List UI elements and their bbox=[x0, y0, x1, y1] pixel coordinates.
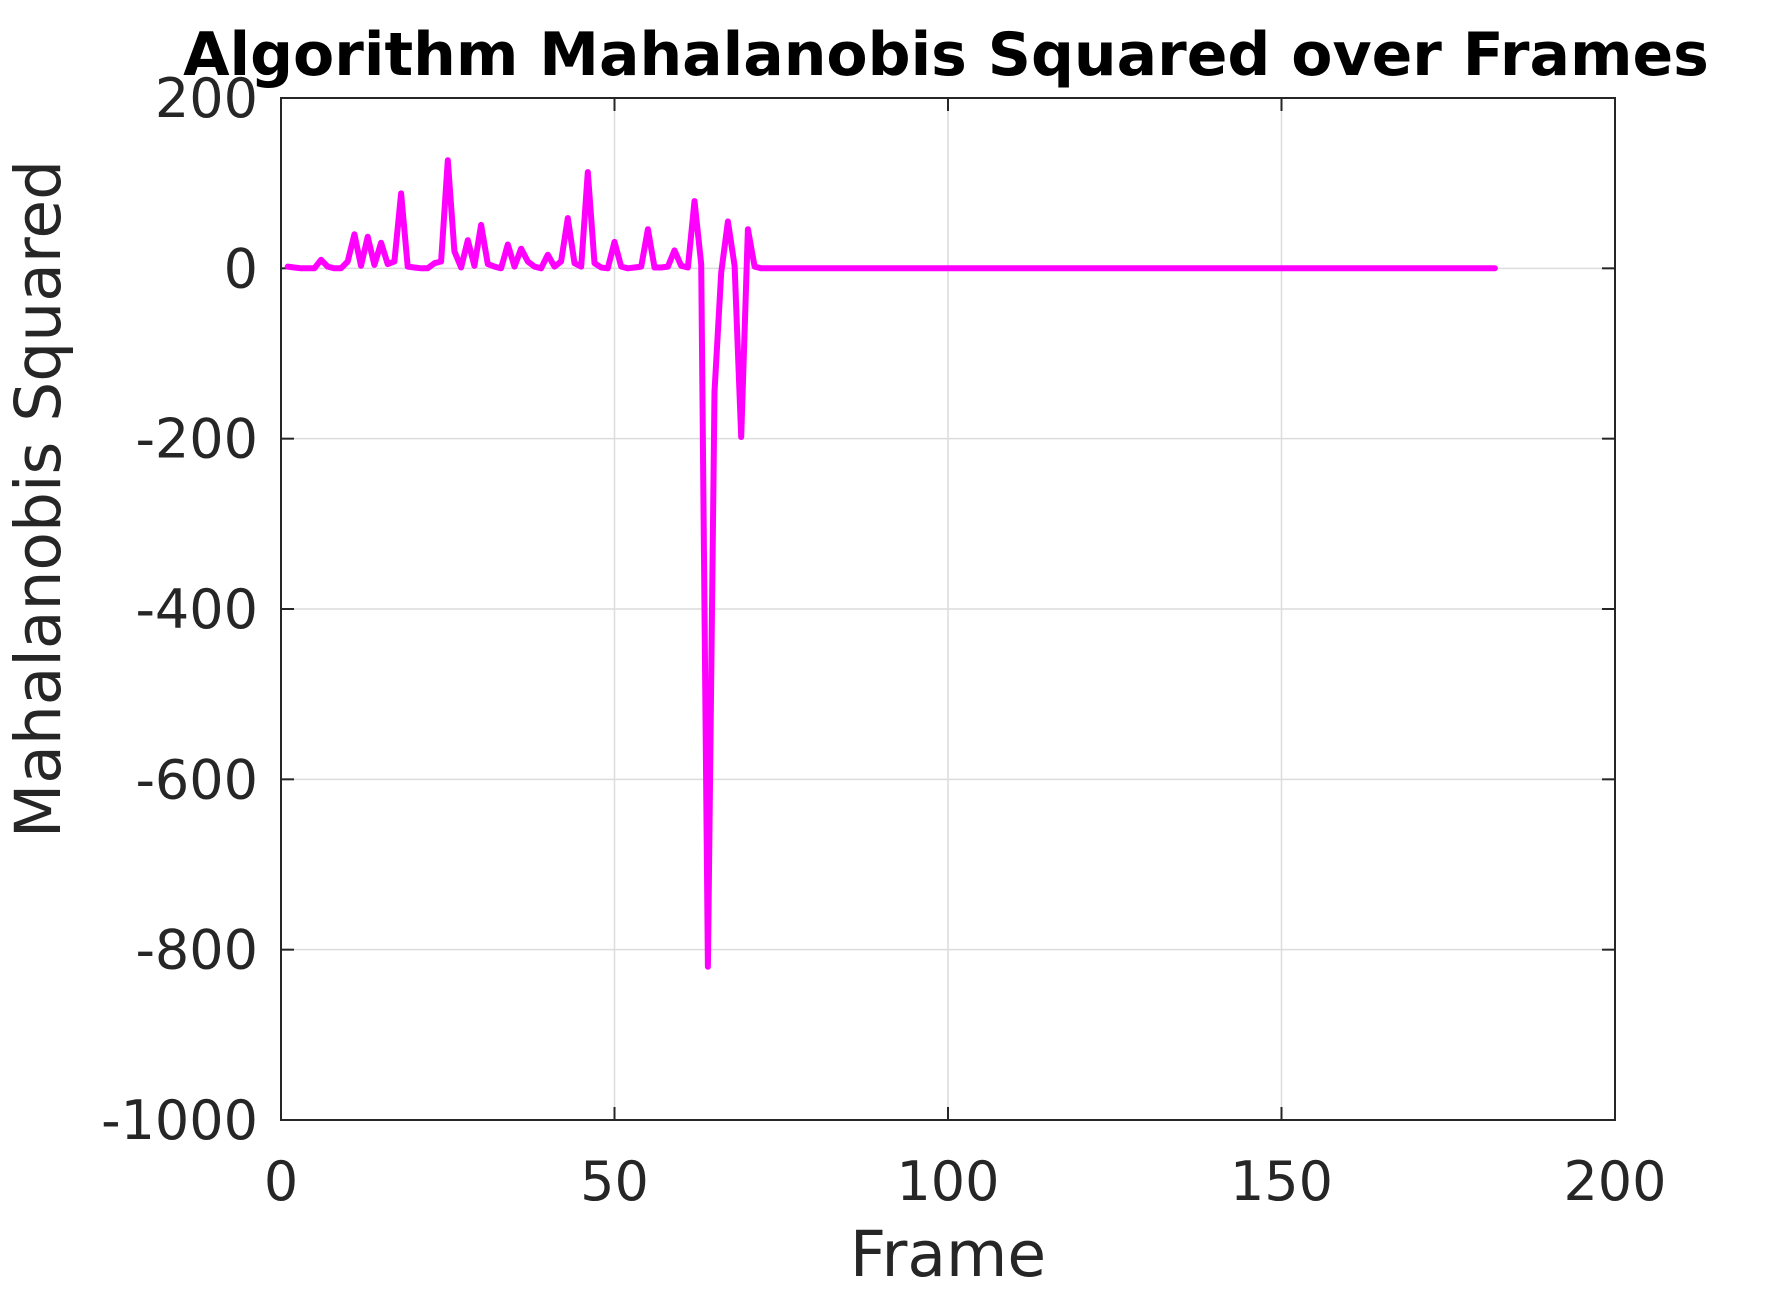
tick-labels: 0 50 100 150 200 200 0 -200 -400 -600 -800 -1000 bbox=[101, 67, 1666, 1213]
x-tick-label: 150 bbox=[1230, 1150, 1333, 1213]
y-tick-label: 200 bbox=[155, 67, 258, 130]
x-tick-label: 100 bbox=[896, 1150, 999, 1213]
y-axis-label: Mahalanobis Squared bbox=[2, 160, 75, 838]
series-layer bbox=[284, 157, 1498, 970]
plot-frame bbox=[280, 97, 1616, 1121]
x-axis-label: Frame bbox=[850, 1218, 1046, 1291]
y-tick-label: -200 bbox=[135, 408, 258, 471]
series-line bbox=[284, 157, 1498, 970]
y-tick-label: 0 bbox=[224, 237, 258, 300]
y-tick-label: -600 bbox=[135, 748, 258, 811]
x-tick-label: 0 bbox=[264, 1150, 298, 1213]
x-tick-label: 200 bbox=[1563, 1150, 1666, 1213]
y-tick-label: -800 bbox=[135, 919, 258, 982]
x-tick-label: 50 bbox=[580, 1150, 649, 1213]
chart-title: Algorithm Mahalanobis Squared over Frame… bbox=[183, 20, 1709, 90]
gridlines bbox=[280, 97, 1616, 1121]
y-tick-label: -400 bbox=[135, 578, 258, 641]
y-tick-label: -1000 bbox=[101, 1089, 258, 1152]
